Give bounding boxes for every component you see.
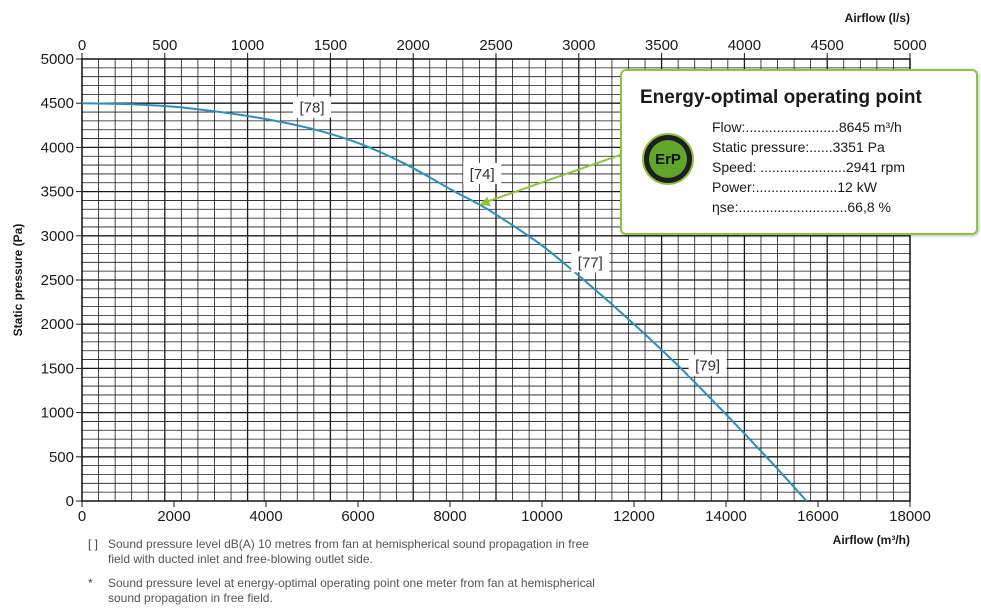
y-tick-label: 1500 bbox=[41, 360, 74, 377]
x-top-tick-label: 4500 bbox=[811, 37, 844, 54]
footnote-text: Sound pressure level at energy-optimal o… bbox=[108, 576, 595, 605]
erp-row-flow: Flow:........................8645 m³/h bbox=[712, 117, 905, 137]
erp-row-pressure: Static pressure:......3351 Pa bbox=[712, 137, 905, 157]
x-top-tick-label: 5000 bbox=[893, 37, 926, 54]
sound-level-label-bg bbox=[571, 251, 610, 273]
x-tick-label: 10000 bbox=[521, 508, 563, 525]
x-top-tick-label: 1500 bbox=[314, 37, 347, 54]
erp-value: 2941 rpm bbox=[845, 159, 905, 175]
operating-point-arrow-head bbox=[479, 196, 491, 207]
y-tick-label: 4000 bbox=[41, 139, 74, 156]
x-top-tick-label: 3000 bbox=[562, 37, 595, 54]
footnote: * Sound pressure level at energy-optimal… bbox=[88, 576, 608, 606]
erp-label: Power:..................... bbox=[712, 179, 838, 195]
y-tick-label: 2500 bbox=[41, 272, 74, 289]
sound-level-label-bg bbox=[688, 354, 727, 376]
erp-label: Speed: ...................... bbox=[712, 159, 846, 175]
erp-logo-text: ErP bbox=[649, 140, 687, 178]
sound-level-label: [77] bbox=[578, 254, 603, 271]
erp-label: Static pressure:...... bbox=[712, 139, 833, 155]
erp-value: 3351 Pa bbox=[832, 139, 885, 155]
y-tick-label: 500 bbox=[49, 449, 74, 466]
erp-logo-icon: ErP bbox=[642, 133, 694, 185]
erp-label: ηse:............................ bbox=[712, 199, 848, 215]
x-top-tick-label: 2500 bbox=[479, 37, 512, 54]
y-axis-title: Static pressure (Pa) bbox=[11, 224, 25, 337]
x-tick-label: 4000 bbox=[249, 508, 282, 525]
x-tick-label: 14000 bbox=[705, 508, 747, 525]
x-top-tick-label: 3500 bbox=[645, 37, 678, 54]
y-tick-label: 0 bbox=[66, 493, 74, 510]
sound-level-label: [74] bbox=[470, 166, 495, 183]
axes: 0 2000 4000 6000 8000 10000 12000 14000 16000 180… bbox=[11, 11, 931, 547]
fan-curve-line bbox=[81, 102, 808, 502]
y-tick-label: 2000 bbox=[41, 316, 74, 333]
curve-group bbox=[81, 102, 808, 502]
x-tick-label: 18000 bbox=[889, 508, 931, 525]
y-tick-label: 5000 bbox=[41, 51, 74, 68]
erp-row-power: Power:.....................12 kW bbox=[712, 177, 905, 197]
y-tick-label: 4500 bbox=[41, 95, 74, 112]
erp-info-box: Energy-optimal operating point ErP Flow:… bbox=[620, 69, 978, 235]
erp-row-efficiency: ηse:............................66,8 % bbox=[712, 197, 905, 217]
erp-value: 12 kW bbox=[837, 179, 877, 195]
sound-level-label: [78] bbox=[299, 100, 324, 117]
x-top-tick-label: 500 bbox=[152, 37, 177, 54]
erp-row-speed: Speed: ......................2941 rpm bbox=[712, 157, 905, 177]
erp-values: Flow:........................8645 m³/h S… bbox=[712, 117, 905, 217]
x-tick-label: 8000 bbox=[433, 508, 466, 525]
erp-title: Energy-optimal operating point bbox=[640, 87, 922, 108]
y-tick-label: 3500 bbox=[41, 184, 74, 201]
sound-level-label-bg bbox=[463, 162, 502, 184]
operating-point-arrow-line bbox=[486, 147, 641, 203]
labels: [78] [74] [77] [79] bbox=[293, 96, 727, 376]
footnote-marker: [ ] bbox=[88, 537, 99, 551]
footnote: [ ] Sound pressure level dB(A) 10 metres… bbox=[88, 537, 608, 567]
x-top-tick-label: 2000 bbox=[397, 37, 430, 54]
erp-label: Flow:........................ bbox=[712, 119, 839, 135]
x-tick-label: 0 bbox=[78, 508, 86, 525]
x-top-tick-label: 4000 bbox=[728, 37, 761, 54]
erp-value: 66,8 % bbox=[847, 199, 891, 215]
top-axis-title: Airflow (l/s) bbox=[845, 11, 910, 25]
footnotes: [ ] Sound pressure level dB(A) 10 metres… bbox=[88, 537, 608, 615]
x-top-tick-label: 0 bbox=[78, 37, 86, 54]
y-tick-label: 3000 bbox=[41, 228, 74, 245]
x-tick-label: 16000 bbox=[797, 508, 839, 525]
x-top-tick-label: 1000 bbox=[231, 37, 264, 54]
footnote-text: Sound pressure level dB(A) 10 metres fro… bbox=[108, 537, 589, 566]
footnote-marker: * bbox=[88, 576, 93, 590]
sound-level-label: [79] bbox=[695, 358, 720, 375]
sound-level-label-bg bbox=[293, 96, 331, 118]
x-tick-label: 2000 bbox=[157, 508, 190, 525]
x-tick-label: 6000 bbox=[341, 508, 374, 525]
x-tick-label: 12000 bbox=[613, 508, 655, 525]
x-axis-title: Airflow (m³/h) bbox=[833, 533, 910, 547]
y-tick-label: 1000 bbox=[41, 405, 74, 422]
erp-value: 8645 m³/h bbox=[838, 119, 902, 135]
